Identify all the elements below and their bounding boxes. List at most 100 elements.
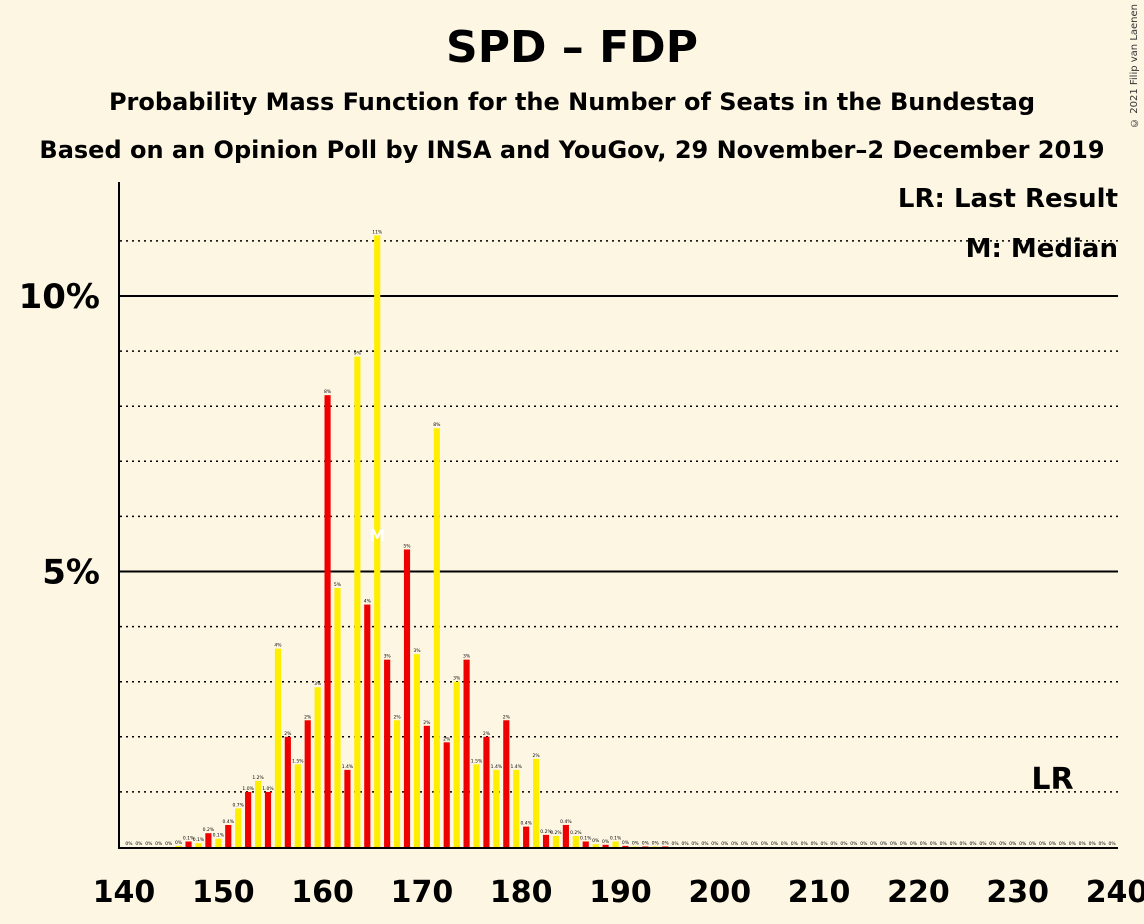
bar-label-seat-230: 0% bbox=[1019, 841, 1027, 847]
bar-seat-186 bbox=[582, 841, 589, 847]
bar-seat-190 bbox=[622, 845, 629, 847]
bar-label-seat-161: 5% bbox=[334, 582, 342, 588]
bar-seat-174 bbox=[463, 659, 470, 847]
bar-label-seat-220: 0% bbox=[920, 841, 928, 847]
bar-label-seat-187: 0% bbox=[592, 838, 600, 844]
bar-label-seat-177: 1.4% bbox=[491, 764, 503, 770]
bar-seat-176 bbox=[483, 736, 490, 847]
bar-label-seat-159: 3% bbox=[314, 681, 322, 687]
bar-label-seat-191: 0% bbox=[632, 840, 640, 846]
x-tick-label-180: 180 bbox=[490, 875, 553, 910]
bar-label-seat-210: 0% bbox=[820, 841, 828, 847]
bar-label-seat-233: 0% bbox=[1049, 841, 1057, 847]
bar-label-seat-201: 0% bbox=[731, 841, 739, 847]
bar-label-seat-178: 2% bbox=[503, 714, 511, 720]
bar-label-seat-228: 0% bbox=[999, 841, 1007, 847]
bar-label-seat-221: 0% bbox=[930, 841, 938, 847]
axes: 140 150 160 170 180 190 200 210 220 230 240 5% 10% bbox=[19, 182, 1144, 910]
bar-seat-169 bbox=[413, 654, 421, 847]
last-result-marker: LR bbox=[1031, 762, 1073, 797]
x-tick-label-220: 220 bbox=[887, 875, 950, 910]
bar-seat-154 bbox=[264, 791, 272, 847]
x-tick-label-140: 140 bbox=[93, 875, 156, 910]
chart-subtitle-poll: Based on an Opinion Poll by INSA and You… bbox=[39, 136, 1105, 164]
y-tick-label-5: 5% bbox=[42, 553, 100, 593]
bar-seat-155 bbox=[274, 648, 281, 847]
bar-seat-151 bbox=[235, 808, 242, 847]
legend-last-result: LR: Last Result bbox=[897, 184, 1118, 214]
bar-seat-189 bbox=[612, 841, 619, 847]
bar-label-seat-140: 0% bbox=[125, 841, 133, 847]
bar-label-seat-189: 0.1% bbox=[610, 835, 622, 841]
bar-label-seat-200: 0% bbox=[721, 841, 729, 847]
bar-seat-161 bbox=[334, 588, 341, 847]
bar-label-seat-153: 1.2% bbox=[252, 775, 264, 781]
bar-seat-163 bbox=[354, 356, 361, 847]
bar-label-seat-225: 0% bbox=[969, 841, 977, 847]
bar-seat-171 bbox=[433, 428, 440, 847]
bar-label-seat-165: 11% bbox=[372, 229, 383, 235]
bar-label-seat-227: 0% bbox=[989, 841, 997, 847]
bar-label-seat-151: 0.7% bbox=[232, 802, 244, 808]
bar-label-seat-212: 0% bbox=[840, 841, 848, 847]
bar-seat-146 bbox=[185, 841, 192, 847]
bar-label-seat-150: 0.4% bbox=[223, 819, 235, 825]
bar-label-seat-224: 0% bbox=[960, 841, 968, 847]
bar-label-seat-186: 0.1% bbox=[580, 835, 592, 841]
bar-label-seat-226: 0% bbox=[979, 841, 987, 847]
bar-label-seat-202: 0% bbox=[741, 841, 749, 847]
bar-label-seat-223: 0% bbox=[950, 841, 958, 847]
bar-seat-191 bbox=[632, 846, 639, 847]
bar-label-seat-148: 0.2% bbox=[203, 827, 215, 833]
bar-seat-162 bbox=[344, 769, 351, 847]
x-tick-label-190: 190 bbox=[589, 875, 652, 910]
x-tick-label-200: 200 bbox=[688, 875, 751, 910]
bar-seat-166 bbox=[384, 659, 391, 847]
bar-label-seat-199: 0% bbox=[711, 841, 719, 847]
bar-label-seat-204: 0% bbox=[761, 841, 769, 847]
bar-seat-168 bbox=[403, 549, 411, 847]
bar-label-seat-183: 0.2% bbox=[550, 830, 562, 836]
bar-seat-150 bbox=[225, 824, 232, 847]
bar-label-seat-143: 0% bbox=[155, 841, 163, 847]
bar-label-seat-168: 5% bbox=[403, 543, 411, 549]
bar-label-seat-160: 8% bbox=[324, 389, 332, 395]
bar-label-seat-239: 0% bbox=[1108, 841, 1116, 847]
bar-seat-159 bbox=[314, 687, 321, 847]
bar-label-seat-234: 0% bbox=[1059, 841, 1067, 847]
bar-label-seat-176: 2% bbox=[483, 731, 491, 737]
x-tick-label-160: 160 bbox=[291, 875, 354, 910]
bar-label-seat-164: 4% bbox=[364, 599, 372, 605]
bar-label-seat-180: 0.4% bbox=[520, 821, 532, 827]
bar-seat-156 bbox=[284, 736, 291, 847]
bar-label-seat-195: 0% bbox=[672, 841, 680, 847]
bar-seat-179 bbox=[513, 769, 520, 847]
bar-seat-192 bbox=[642, 846, 649, 847]
bar-seat-182 bbox=[542, 834, 550, 847]
bar-seat-183 bbox=[552, 835, 560, 847]
bar-label-seat-237: 0% bbox=[1089, 841, 1097, 847]
bar-label-seat-215: 0% bbox=[870, 841, 878, 847]
bar-label-seat-146: 0.1% bbox=[183, 835, 195, 841]
bar-label-seat-218: 0% bbox=[900, 841, 908, 847]
bar-label-seat-174: 3% bbox=[463, 654, 471, 660]
bar-label-seat-196: 0% bbox=[681, 841, 689, 847]
bar-seat-158 bbox=[304, 720, 311, 847]
bar-label-seat-206: 0% bbox=[781, 841, 789, 847]
bar-label-seat-205: 0% bbox=[771, 841, 779, 847]
bar-seat-157 bbox=[294, 764, 301, 847]
bar-label-seat-238: 0% bbox=[1099, 841, 1107, 847]
bar-label-seat-158: 2% bbox=[304, 714, 312, 720]
chart-subtitle: Probability Mass Function for the Number… bbox=[108, 88, 1036, 116]
bar-seat-193 bbox=[652, 846, 659, 847]
median-marker: M bbox=[369, 526, 385, 545]
bar-seat-148 bbox=[205, 833, 212, 847]
x-tick-label-240: 240 bbox=[1086, 875, 1144, 910]
bar-label-seat-142: 0% bbox=[145, 841, 153, 847]
bar-label-seat-145: 0% bbox=[175, 840, 183, 846]
bar-label-seat-236: 0% bbox=[1079, 841, 1087, 847]
bar-labels: 0% 0% 0% 0% 0% 0%0.1%0.1%0.2%0.1%0.4%0.7%1.0%… bbox=[125, 229, 1116, 847]
bar-seat-173 bbox=[453, 681, 460, 847]
bar-seat-194 bbox=[662, 846, 669, 847]
bar-seat-149 bbox=[215, 838, 222, 847]
